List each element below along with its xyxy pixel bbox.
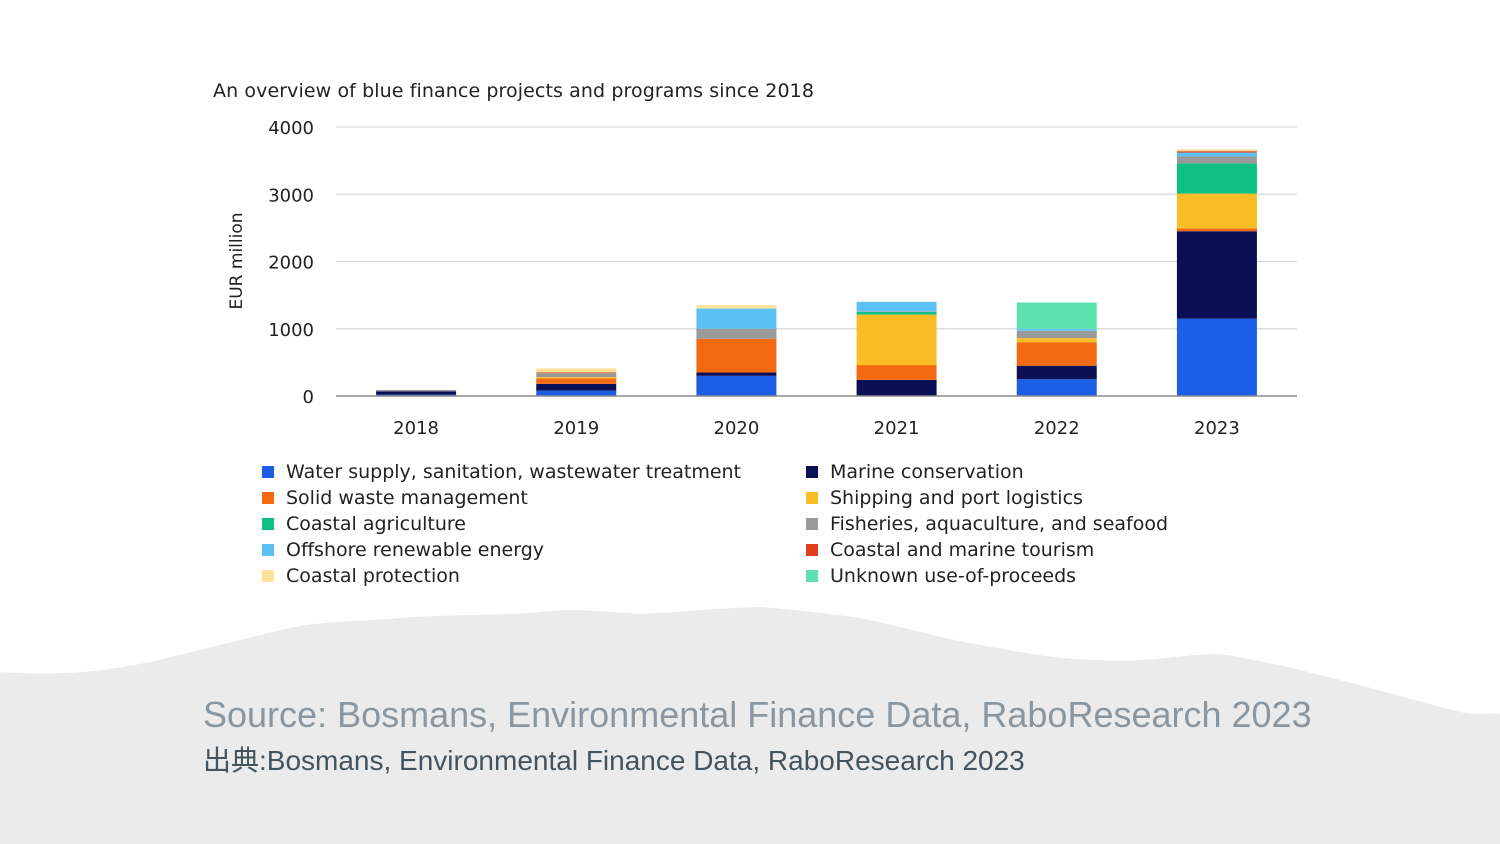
bar-segment [1176,228,1257,232]
legend-item: Fisheries, aquaculture, and seafood [806,513,1206,535]
legend-item: Coastal protection [262,565,806,587]
bar-segment [696,305,777,309]
bar-segment [856,379,937,396]
bar-segment [1016,328,1097,331]
legend-item: Water supply, sanitation, wastewater tre… [262,461,806,483]
bar-segment [696,372,777,376]
bar-segment [536,378,617,384]
bar-segment [1016,330,1097,339]
legend-swatch [806,466,818,478]
bar-segment [536,372,617,374]
legend-label: Solid waste management [286,487,528,509]
bar-segment [696,375,777,396]
legend-swatch [806,492,818,504]
legend-item: Marine conservation [806,461,1206,483]
legend-label: Coastal protection [286,565,460,587]
legend-item: Solid waste management [262,487,806,509]
legend-label: Marine conservation [830,461,1024,483]
x-tick-label: 2021 [874,418,920,439]
bar-segment [1176,156,1257,164]
y-tick-label: 1000 [268,320,314,341]
legend-label: Offshore renewable energy [286,539,545,561]
legend-item: Offshore renewable energy [262,539,806,561]
legend-label: Unknown use-of-proceeds [830,565,1077,587]
bar-segment [536,373,617,378]
chart-plot: 0 1000 2000 3000 4000 2018 2019 2020 2021 2022 202… [227,118,1297,439]
legend-label: Coastal and marine tourism [830,539,1095,561]
bar-segment [376,389,457,392]
y-tick-label: 0 [303,387,314,408]
bar-segment [1176,193,1257,229]
bar-segment [1176,152,1257,157]
bar-segment [856,365,937,380]
bar-segment [1176,231,1257,319]
bar-segment [1176,149,1257,152]
bar-segment [1016,342,1097,366]
legend-label: Fisheries, aquaculture, and seafood [830,513,1169,535]
legend-swatch [806,518,818,530]
bar-segment [856,301,937,312]
legend-swatch [262,570,274,582]
legend-swatch [262,544,274,556]
y-axis-label: EUR million [227,212,247,309]
legend-swatch [806,544,818,556]
legend-item: Coastal agriculture [262,513,806,535]
source-caption-english: Source: Bosmans, Environmental Finance D… [203,694,1312,735]
legend-swatch [806,570,818,582]
bar-segment [696,308,777,329]
bar-segment [856,311,937,312]
legend-label: Shipping and port logistics [830,487,1083,509]
legend-swatch [262,466,274,478]
bar-segment [536,383,617,391]
legend-item: Shipping and port logistics [806,487,1206,509]
legend-item: Coastal and marine tourism [806,539,1206,561]
bar-segment [856,311,937,315]
x-tick-label: 2020 [714,418,760,439]
x-tick-label: 2019 [553,418,599,439]
y-tick-label: 2000 [268,253,314,274]
legend-swatch [262,518,274,530]
legend-swatch [262,492,274,504]
chart-legend: Water supply, sanitation, wastewater tre… [262,461,1222,587]
legend-label: Coastal agriculture [286,513,466,535]
bar-segment [536,368,617,373]
bar-segment [1016,302,1097,329]
bar-segment [1016,338,1097,343]
bar-segment [376,391,457,395]
bar-segment [1016,365,1097,380]
x-tick-label: 2018 [393,418,439,439]
bar-segment [1016,379,1097,396]
bar-segment [696,338,777,373]
y-tick-label: 4000 [268,118,314,139]
bar-segment [536,377,617,379]
chart-title: An overview of blue finance projects and… [213,80,815,102]
legend-label: Water supply, sanitation, wastewater tre… [286,461,742,483]
bar-segment [1176,318,1257,396]
bar-segment [856,314,937,366]
source-caption-japanese: 出典:Bosmans, Environmental Finance Data, … [203,745,1025,776]
x-tick-label: 2022 [1034,418,1080,439]
bar-segment [1176,151,1257,153]
x-tick-label: 2023 [1194,418,1240,439]
y-tick-label: 3000 [268,185,314,206]
bar-segment [536,390,617,396]
bar-segment [1176,163,1257,194]
legend-item: Unknown use-of-proceeds [806,565,1206,587]
bar-segment [696,328,777,339]
